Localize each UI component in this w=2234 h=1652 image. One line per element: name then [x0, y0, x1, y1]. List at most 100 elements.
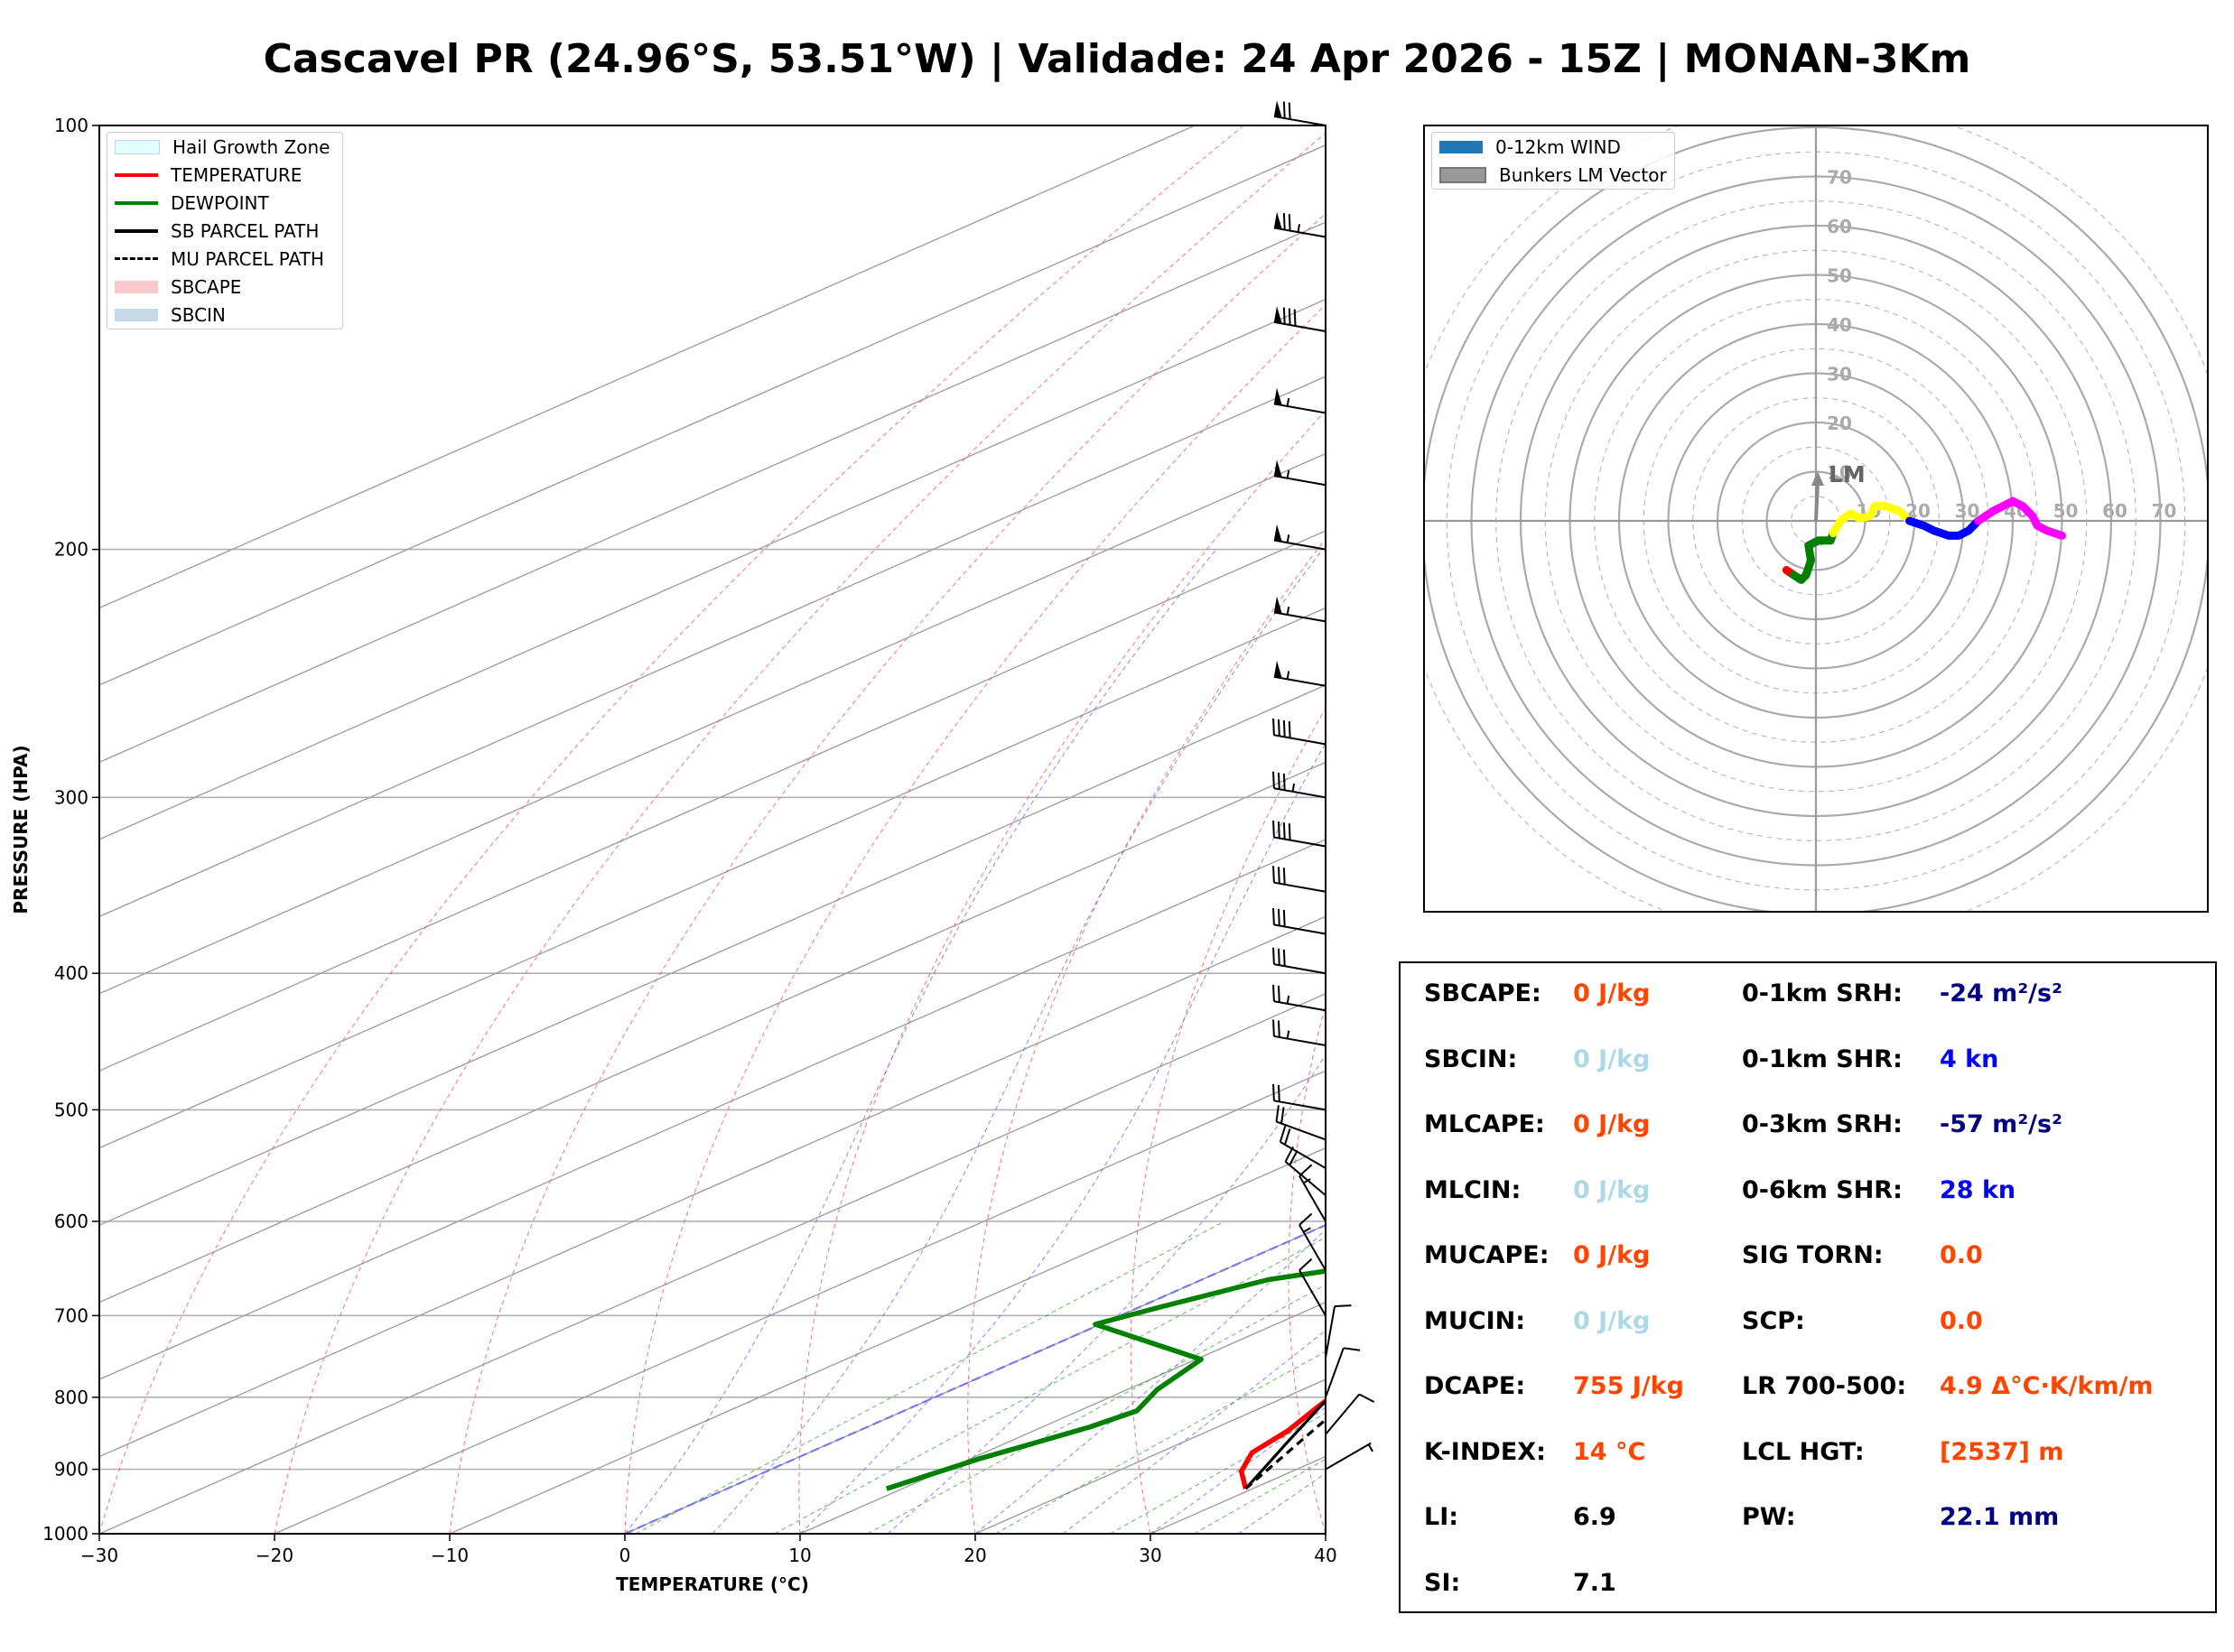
- isotherm: [99, 376, 1326, 918]
- hodo-ring-label: 70: [2152, 500, 2177, 522]
- stat-value: 0 J/kg: [1573, 1110, 1651, 1138]
- legend-label: SBCIN: [171, 303, 226, 326]
- moist-adiabat: [624, 549, 1217, 1534]
- legend-label: DEWPOINT: [171, 191, 269, 214]
- skewt-series: [885, 1268, 1326, 1491]
- dry-adiabat: [624, 303, 1326, 1534]
- hodo-ring-label: 10: [1827, 462, 1852, 484]
- isotherm: [99, 915, 1326, 1458]
- legend-label: Hail Growth Zone: [172, 135, 330, 158]
- wind-barb: [1272, 1019, 1326, 1046]
- legend-label: 0-12km WIND: [1495, 135, 1621, 158]
- wind-barb: [1272, 866, 1326, 893]
- stat-label: K-INDEX:: [1424, 1437, 1546, 1466]
- stat-value: 0.0: [1940, 1241, 1983, 1269]
- hodo-ring-label: 60: [2102, 500, 2127, 522]
- isotherm: [99, 221, 1326, 764]
- isotherm: [99, 452, 1326, 995]
- hodo-ring-label: 20: [1827, 413, 1852, 434]
- dry-adiabat: [1130, 707, 1326, 1534]
- moist-adiabat: [712, 549, 1324, 1534]
- moist-adiabat: [799, 742, 1326, 1534]
- wind-barb: [1284, 1146, 1326, 1196]
- wind-barb: [1272, 984, 1326, 1012]
- legend-swatch: [115, 308, 158, 321]
- stat-label: LI:: [1424, 1503, 1459, 1531]
- legend-swatch: [115, 228, 158, 233]
- stat-label: 0-1km SRH:: [1742, 979, 1903, 1007]
- legend-entry: SBCAPE: [107, 273, 342, 301]
- y-tick-label: 100: [54, 115, 88, 136]
- wind-barb: [1275, 1105, 1326, 1141]
- x-axis-label: TEMPERATURE (°C): [616, 1573, 809, 1595]
- stat-value: 0 J/kg: [1573, 1044, 1651, 1073]
- dry-adiabat: [274, 132, 1326, 1534]
- hodo-ring-label: 40: [1827, 314, 1852, 336]
- moist-adiabat: [1150, 1406, 1326, 1534]
- wind-barb: [1299, 1258, 1326, 1316]
- y-tick-label: 800: [54, 1387, 88, 1408]
- stat-label: DCAPE:: [1424, 1372, 1526, 1400]
- stat-value: 0 J/kg: [1573, 1175, 1651, 1204]
- x-tick-label: 20: [963, 1545, 986, 1566]
- legend-entry: SB PARCEL PATH: [107, 217, 342, 245]
- stat-value: -57 m²/s²: [1940, 1110, 2062, 1138]
- hodograph-trace: LM: [1782, 461, 2066, 584]
- wind-barb: [1273, 524, 1326, 551]
- legend-label: SBCAPE: [171, 275, 242, 298]
- isotherm: [274, 1070, 1326, 1534]
- wind-barb: [1273, 211, 1326, 238]
- stat-label: LCL HGT:: [1742, 1437, 1865, 1466]
- x-tick-label: 10: [788, 1545, 811, 1566]
- wind-barb: [1272, 907, 1326, 935]
- isotherm: [624, 1224, 1326, 1534]
- legend-entry: TEMPERATURE: [107, 161, 342, 189]
- stat-value: 14 °C: [1573, 1437, 1646, 1466]
- stat-label: SIG TORN:: [1742, 1241, 1884, 1269]
- x-tick-label: 30: [1139, 1545, 1161, 1566]
- legend-entry: Hail Growth Zone: [107, 133, 342, 161]
- wind-barb: [1273, 660, 1326, 687]
- wind-barb: [1325, 1393, 1375, 1435]
- skewt-frame: [98, 125, 1326, 1535]
- legend-label: Bunkers LM Vector: [1499, 163, 1667, 186]
- legend-swatch: [115, 172, 158, 177]
- stat-value: [2537] m: [1940, 1437, 2064, 1466]
- isotherm: [99, 298, 1326, 840]
- isotherm: [99, 607, 1326, 1149]
- isotherm: [99, 144, 1326, 686]
- y-tick-label: 400: [54, 962, 88, 984]
- stat-value: -24 m²/s²: [1940, 979, 2062, 1007]
- legend-swatch: [115, 280, 158, 293]
- hodo-segment: [1974, 497, 2066, 540]
- stat-value: 4.9 Δ°C·K/km/m: [1940, 1372, 2154, 1400]
- wind-barb: [1272, 947, 1326, 975]
- hodograph-legend: 0-12km WIND Bunkers LM Vector: [1431, 132, 1675, 190]
- y-tick-label: 1000: [42, 1523, 88, 1545]
- isotherm: [99, 684, 1326, 1226]
- isotherm: [99, 839, 1326, 1380]
- legend-entry: DEWPOINT: [107, 189, 342, 217]
- wind-barb: [1299, 1212, 1326, 1271]
- dry-adiabat: [798, 409, 1326, 1534]
- y-tick-label: 600: [54, 1211, 88, 1232]
- wind-barb: [1273, 459, 1326, 487]
- hodo-ring-label: 30: [1827, 364, 1852, 385]
- y-tick-label: 500: [54, 1099, 88, 1120]
- y-tick-label: 200: [54, 539, 88, 561]
- legend-swatch: [1439, 140, 1483, 153]
- x-tick-label: −10: [431, 1545, 469, 1566]
- stat-label: PW:: [1742, 1503, 1796, 1531]
- stats-panel: SBCAPE: 0 J/kg SBCIN: 0 J/kg MLCAPE: 0 J/kg ML…: [1399, 961, 2217, 1613]
- wind-barbs: [1272, 100, 1375, 1471]
- legend-entry: SBCIN: [107, 301, 342, 329]
- stat-value: 0 J/kg: [1573, 979, 1651, 1007]
- stat-label: SBCAPE:: [1424, 979, 1541, 1007]
- skewt-gridlines: [99, 125, 1326, 1534]
- stat-value: 7.1: [1573, 1568, 1616, 1597]
- stat-value: 6.9: [1573, 1503, 1616, 1531]
- legend-swatch: [115, 139, 160, 154]
- stat-label: SBCIN:: [1424, 1044, 1518, 1073]
